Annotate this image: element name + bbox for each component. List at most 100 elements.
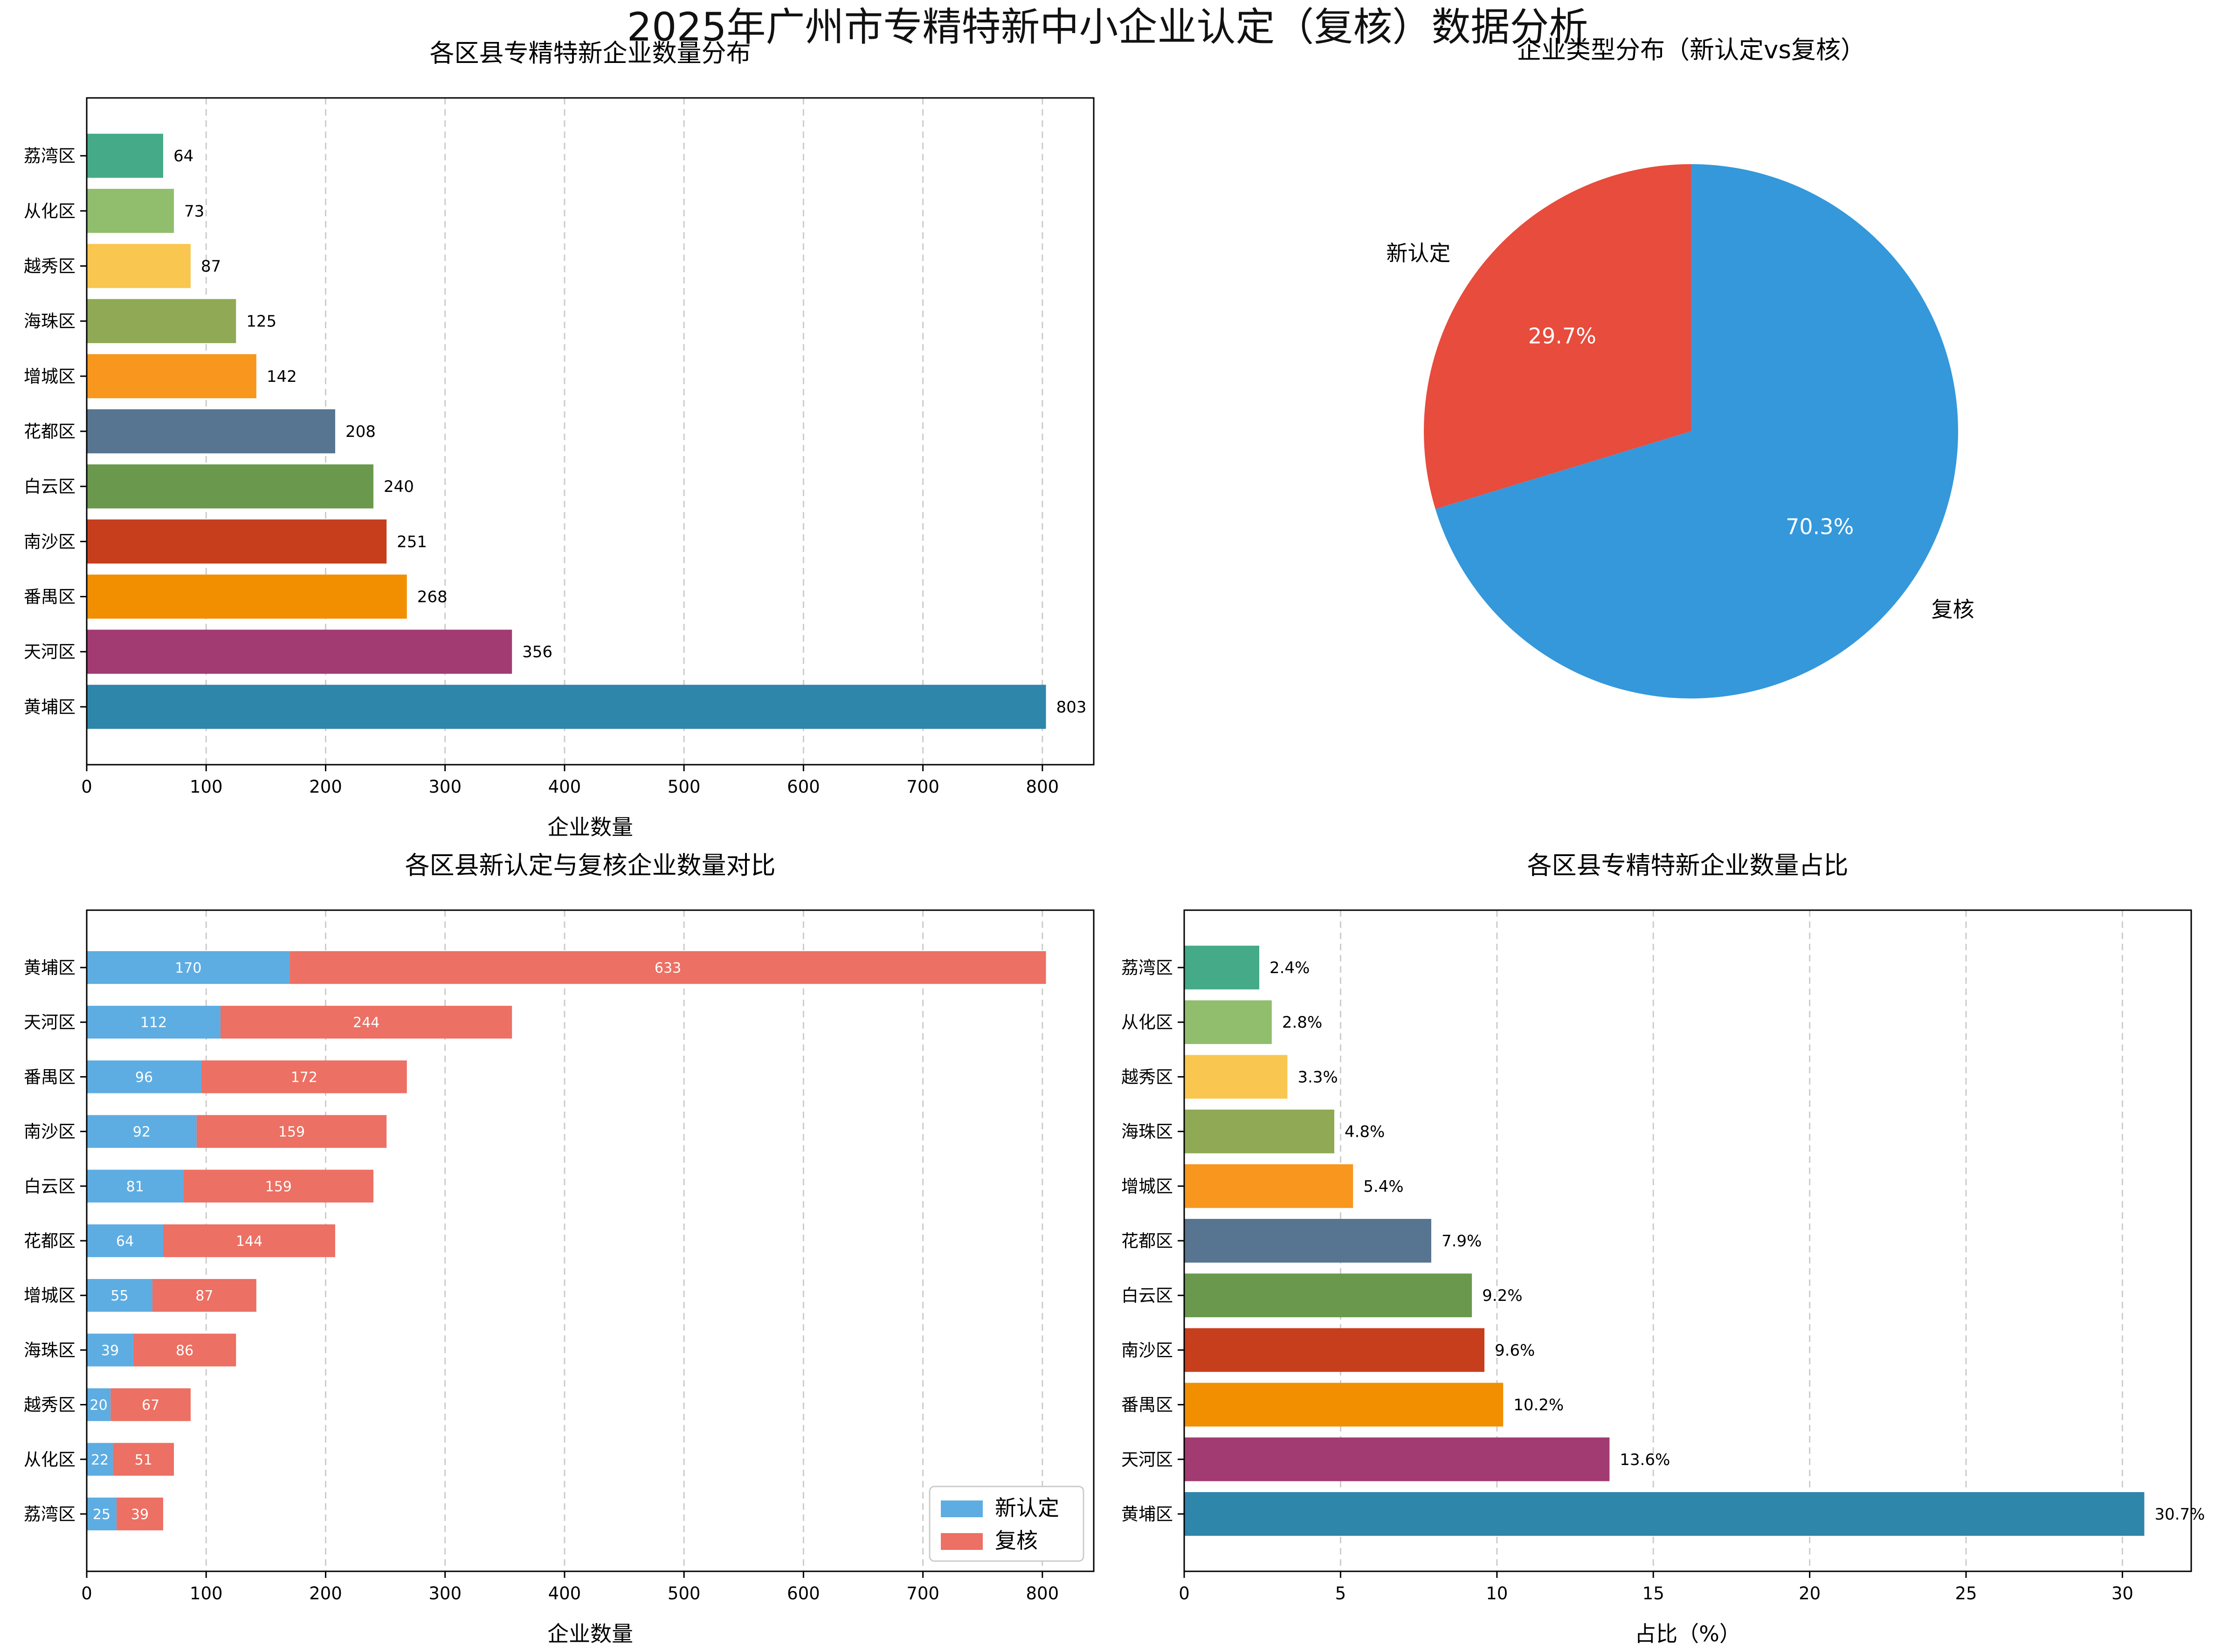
- stacked-bar-segment: [87, 1115, 197, 1148]
- bar: [1184, 946, 1259, 989]
- bar-value-label: 73: [184, 202, 204, 221]
- bar: [87, 574, 407, 619]
- x-tick-label: 15: [1642, 1583, 1664, 1604]
- segment-value-label: 144: [236, 1233, 262, 1250]
- segment-value-label: 92: [133, 1124, 151, 1141]
- x-tick-label: 700: [906, 1583, 939, 1604]
- segment-value-label: 64: [116, 1233, 134, 1250]
- segment-value-label: 159: [265, 1179, 292, 1195]
- pie-label: 复核: [1932, 597, 1974, 622]
- chart-title: 各区县专精特新企业数量分布: [430, 39, 751, 68]
- x-tick-label: 30: [2111, 1583, 2133, 1604]
- x-tick-label: 10: [1486, 1583, 1508, 1604]
- bar: [1184, 1055, 1288, 1099]
- bar-value-label: 125: [246, 312, 276, 331]
- bar: [87, 519, 387, 564]
- y-tick-label: 番禺区: [1121, 1395, 1173, 1415]
- legend-swatch: [941, 1533, 983, 1550]
- chart-title: 各区县专精特新企业数量占比: [1527, 851, 1849, 880]
- bar-value-label: 3.3%: [1297, 1068, 1338, 1086]
- y-tick-label: 越秀区: [24, 256, 76, 276]
- axes-frame: [86, 97, 1095, 766]
- segment-value-label: 25: [93, 1507, 110, 1523]
- stacked-bar-segment: [220, 1006, 512, 1039]
- bar-value-label: 803: [1056, 698, 1087, 717]
- pie-slice: [1423, 164, 1691, 509]
- segment-value-label: 39: [131, 1507, 149, 1523]
- x-tick-label: 600: [787, 777, 820, 797]
- bar: [87, 464, 373, 509]
- bar: [1184, 1437, 1610, 1481]
- x-tick-label: 200: [309, 777, 342, 797]
- y-tick-label: 白云区: [1121, 1286, 1173, 1306]
- stacked-bar-segment: [87, 1169, 184, 1203]
- segment-value-label: 55: [110, 1288, 128, 1304]
- bar-value-label: 64: [173, 147, 193, 166]
- bar: [87, 133, 163, 178]
- figure-title: 2025年广州市专精特新中小企业认定（复核）数据分析: [627, 4, 1588, 50]
- bar: [1184, 1382, 1504, 1427]
- bar-value-label: 7.9%: [1442, 1232, 1482, 1251]
- segment-value-label: 87: [195, 1288, 213, 1304]
- bar: [87, 189, 174, 233]
- stacked-bar-segment: [87, 1497, 117, 1531]
- stacked-bar-segment: [87, 1060, 201, 1093]
- x-tick-label: 20: [1799, 1583, 1821, 1604]
- x-tick-label: 0: [81, 1583, 92, 1604]
- y-tick-label: 荔湾区: [1121, 958, 1173, 978]
- x-tick-label: 300: [428, 1583, 462, 1604]
- y-tick-label: 越秀区: [24, 1395, 76, 1415]
- x-tick-label: 800: [1026, 1583, 1059, 1604]
- legend-label: 新认定: [995, 1495, 1059, 1521]
- y-tick-label: 从化区: [24, 201, 76, 221]
- segment-value-label: 159: [278, 1124, 305, 1141]
- segment-value-label: 96: [135, 1069, 153, 1085]
- stacked-bar-segment: [133, 1334, 236, 1367]
- y-tick-label: 花都区: [24, 422, 76, 442]
- y-tick-label: 白云区: [24, 1176, 76, 1196]
- y-tick-label: 海珠区: [24, 1340, 76, 1360]
- chart-title: 企业类型分布（新认定vs复核）: [1517, 36, 1865, 64]
- bar: [1184, 1109, 1334, 1154]
- y-tick-label: 天河区: [1121, 1450, 1173, 1470]
- y-tick-label: 白云区: [24, 477, 76, 497]
- y-tick-label: 南沙区: [1121, 1340, 1173, 1360]
- bar-value-label: 9.2%: [1482, 1286, 1522, 1305]
- y-tick-label: 越秀区: [1121, 1067, 1173, 1087]
- y-tick-label: 海珠区: [1121, 1122, 1173, 1142]
- x-axis-label: 企业数量: [547, 815, 633, 840]
- stacked-bar-segment: [290, 951, 1046, 984]
- x-tick-label: 500: [668, 1583, 701, 1604]
- y-tick-label: 黄埔区: [1121, 1504, 1173, 1524]
- y-tick-label: 荔湾区: [24, 1504, 76, 1524]
- x-tick-label: 200: [309, 1583, 342, 1604]
- legend-label: 复核: [995, 1528, 1038, 1553]
- x-tick-label: 0: [1179, 1583, 1190, 1604]
- x-tick-label: 0: [81, 777, 92, 797]
- stacked-bar-segment: [87, 1224, 163, 1258]
- bar-value-label: 2.4%: [1270, 959, 1310, 977]
- segment-value-label: 51: [135, 1452, 152, 1468]
- y-tick-label: 荔湾区: [24, 146, 76, 166]
- segment-value-label: 39: [101, 1342, 119, 1359]
- bar-value-label: 4.8%: [1345, 1123, 1385, 1141]
- chart-title: 各区县新认定与复核企业数量对比: [405, 851, 776, 880]
- y-tick-label: 从化区: [24, 1450, 76, 1470]
- stacked-bar-segment: [152, 1279, 256, 1312]
- stacked-bar-segment: [87, 1334, 133, 1367]
- bar-value-label: 30.7%: [2154, 1505, 2205, 1524]
- bar: [87, 244, 191, 288]
- y-tick-label: 黄埔区: [24, 958, 76, 978]
- bar: [1184, 1219, 1431, 1263]
- y-tick-label: 增城区: [24, 1286, 76, 1306]
- x-tick-label: 600: [787, 1583, 820, 1604]
- x-tick-label: 800: [1026, 777, 1059, 797]
- bar-value-label: 142: [267, 367, 297, 386]
- y-tick-label: 黄埔区: [24, 697, 76, 717]
- y-tick-label: 海珠区: [24, 311, 76, 332]
- x-axis-label: 企业数量: [547, 1621, 633, 1646]
- bar: [1184, 1492, 2145, 1536]
- pie-percent-label: 29.7%: [1528, 323, 1596, 348]
